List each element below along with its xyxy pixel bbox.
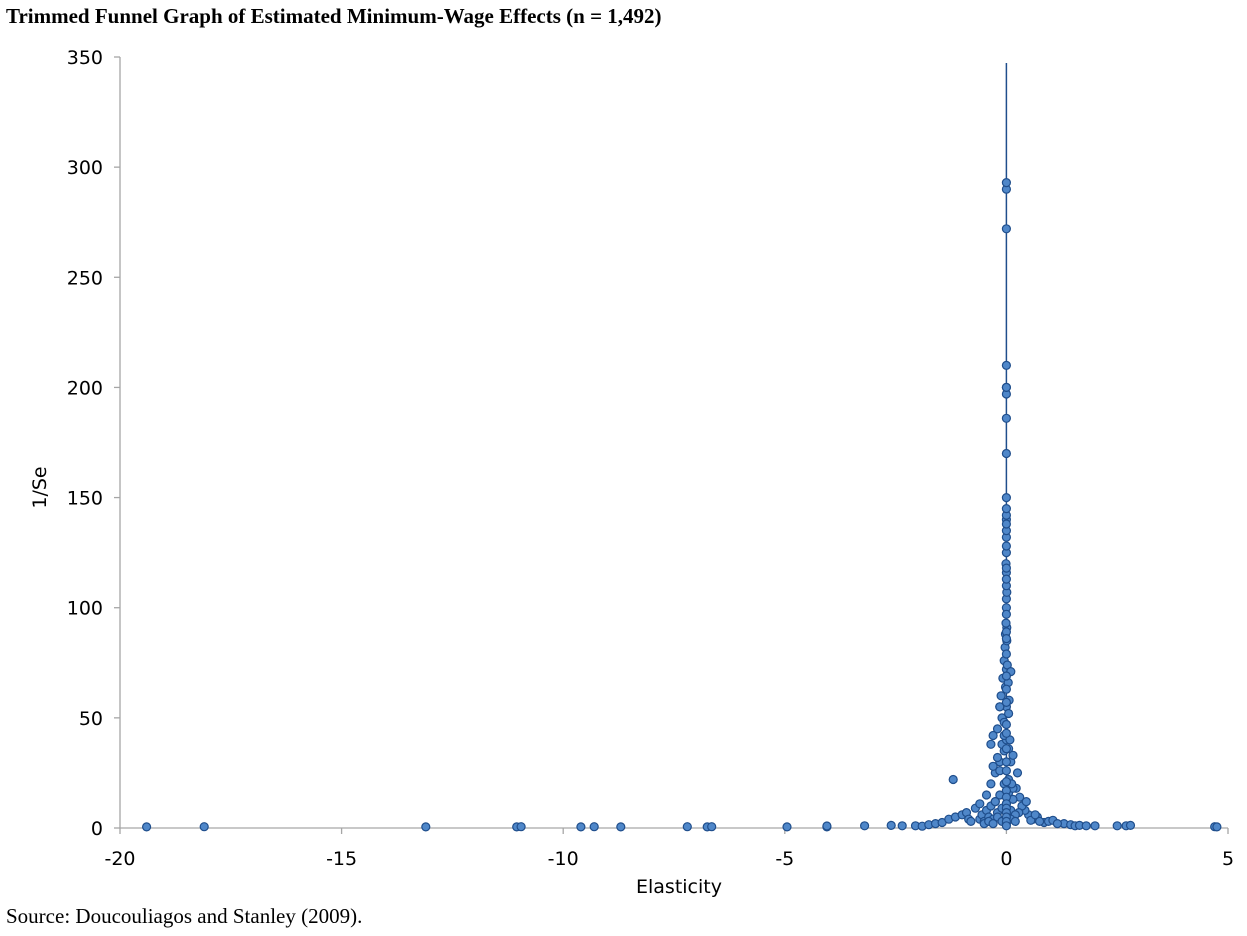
data-point (975, 799, 985, 809)
data-point (822, 821, 832, 831)
data-point (682, 822, 692, 832)
data-point (1001, 413, 1012, 423)
data-point (859, 821, 870, 831)
data-point (1030, 810, 1040, 820)
data-point (1001, 766, 1012, 776)
y-tick-label: 0 (91, 818, 103, 840)
axes (114, 56, 1229, 834)
data-point (988, 818, 998, 829)
data-point (1081, 821, 1091, 831)
data-point (1001, 541, 1012, 551)
data-point (1001, 493, 1012, 503)
data-point (1001, 609, 1012, 619)
data-point (1001, 777, 1012, 787)
data-point (1125, 820, 1136, 831)
data-point (988, 761, 998, 771)
data-point (986, 739, 996, 749)
data-point (576, 822, 586, 832)
data-point (516, 822, 526, 832)
data-point (1001, 618, 1011, 628)
x-tick-label: -10 (548, 848, 579, 870)
data-point (948, 774, 958, 785)
y-tick-label: 300 (67, 157, 103, 179)
y-tick-label: 250 (67, 267, 103, 289)
x-tick-label: -5 (775, 848, 794, 870)
x-tick-label: 5 (1222, 848, 1234, 870)
data-point (1001, 448, 1012, 459)
y-tick-label: 350 (67, 47, 103, 69)
data-point (1001, 504, 1012, 514)
data-point (1001, 633, 1012, 644)
data-point (1001, 728, 1012, 738)
data-point (1052, 818, 1063, 829)
data-point (142, 822, 152, 832)
data-point (992, 724, 1003, 734)
data-point (1021, 796, 1031, 807)
y-tick-label: 200 (67, 377, 103, 399)
tick-labels: 0 50 100 150 200 250 300 350 -20 -15 -10 -5 0 5 (67, 47, 1234, 870)
data-point (1008, 750, 1018, 760)
data-point (886, 820, 896, 831)
data-point (1001, 719, 1012, 730)
data-point (1001, 178, 1012, 188)
data-point (995, 702, 1005, 712)
data-point (1010, 816, 1020, 827)
data-point (1001, 821, 1012, 831)
data-point (782, 822, 792, 832)
data-point (992, 752, 1003, 763)
data-point (1001, 744, 1012, 754)
data-point (589, 822, 599, 832)
data-point (1001, 519, 1012, 529)
x-tick-label: -15 (326, 848, 357, 870)
data-point (421, 822, 431, 832)
data-point (1034, 816, 1045, 827)
data-point (986, 779, 996, 789)
data-point (1003, 708, 1014, 719)
data-point (1112, 821, 1122, 831)
data-point (1001, 360, 1012, 370)
chart-title: Trimmed Funnel Graph of Estimated Minimu… (6, 4, 662, 28)
y-tick-label: 100 (67, 598, 103, 620)
data-point (1001, 649, 1012, 659)
x-tick-label: 0 (1000, 848, 1012, 870)
data-point (897, 821, 907, 831)
y-axis-title: 1/Se (29, 466, 51, 508)
data-point (996, 691, 1006, 701)
data-point (1212, 822, 1222, 832)
data-point (1001, 757, 1012, 767)
data-point (981, 790, 992, 800)
x-axis-title: Elasticity (636, 876, 722, 898)
data-point (1001, 563, 1012, 573)
funnel-plot: 0 50 100 150 200 250 300 350 -20 -15 -10 -5 0 5 Elast… (29, 47, 1234, 898)
data-point (1090, 821, 1100, 831)
data-point (1001, 671, 1012, 681)
data-point (1001, 382, 1012, 392)
data-point (1001, 684, 1012, 694)
data-point (988, 730, 998, 741)
data-point (616, 822, 626, 832)
y-tick-label: 50 (79, 708, 103, 730)
source-note: Source: Doucouliagos and Stanley (2009). (6, 904, 363, 928)
data-point (966, 816, 976, 827)
x-tick-label: -20 (104, 848, 135, 870)
data-point (1012, 768, 1023, 778)
data-point (1001, 697, 1012, 708)
data-point (1001, 224, 1012, 234)
data-point (199, 822, 209, 832)
data-points (142, 178, 1222, 832)
data-point (1001, 574, 1012, 584)
data-point (707, 822, 717, 832)
data-point (990, 796, 1000, 807)
y-tick-label: 150 (67, 488, 103, 510)
